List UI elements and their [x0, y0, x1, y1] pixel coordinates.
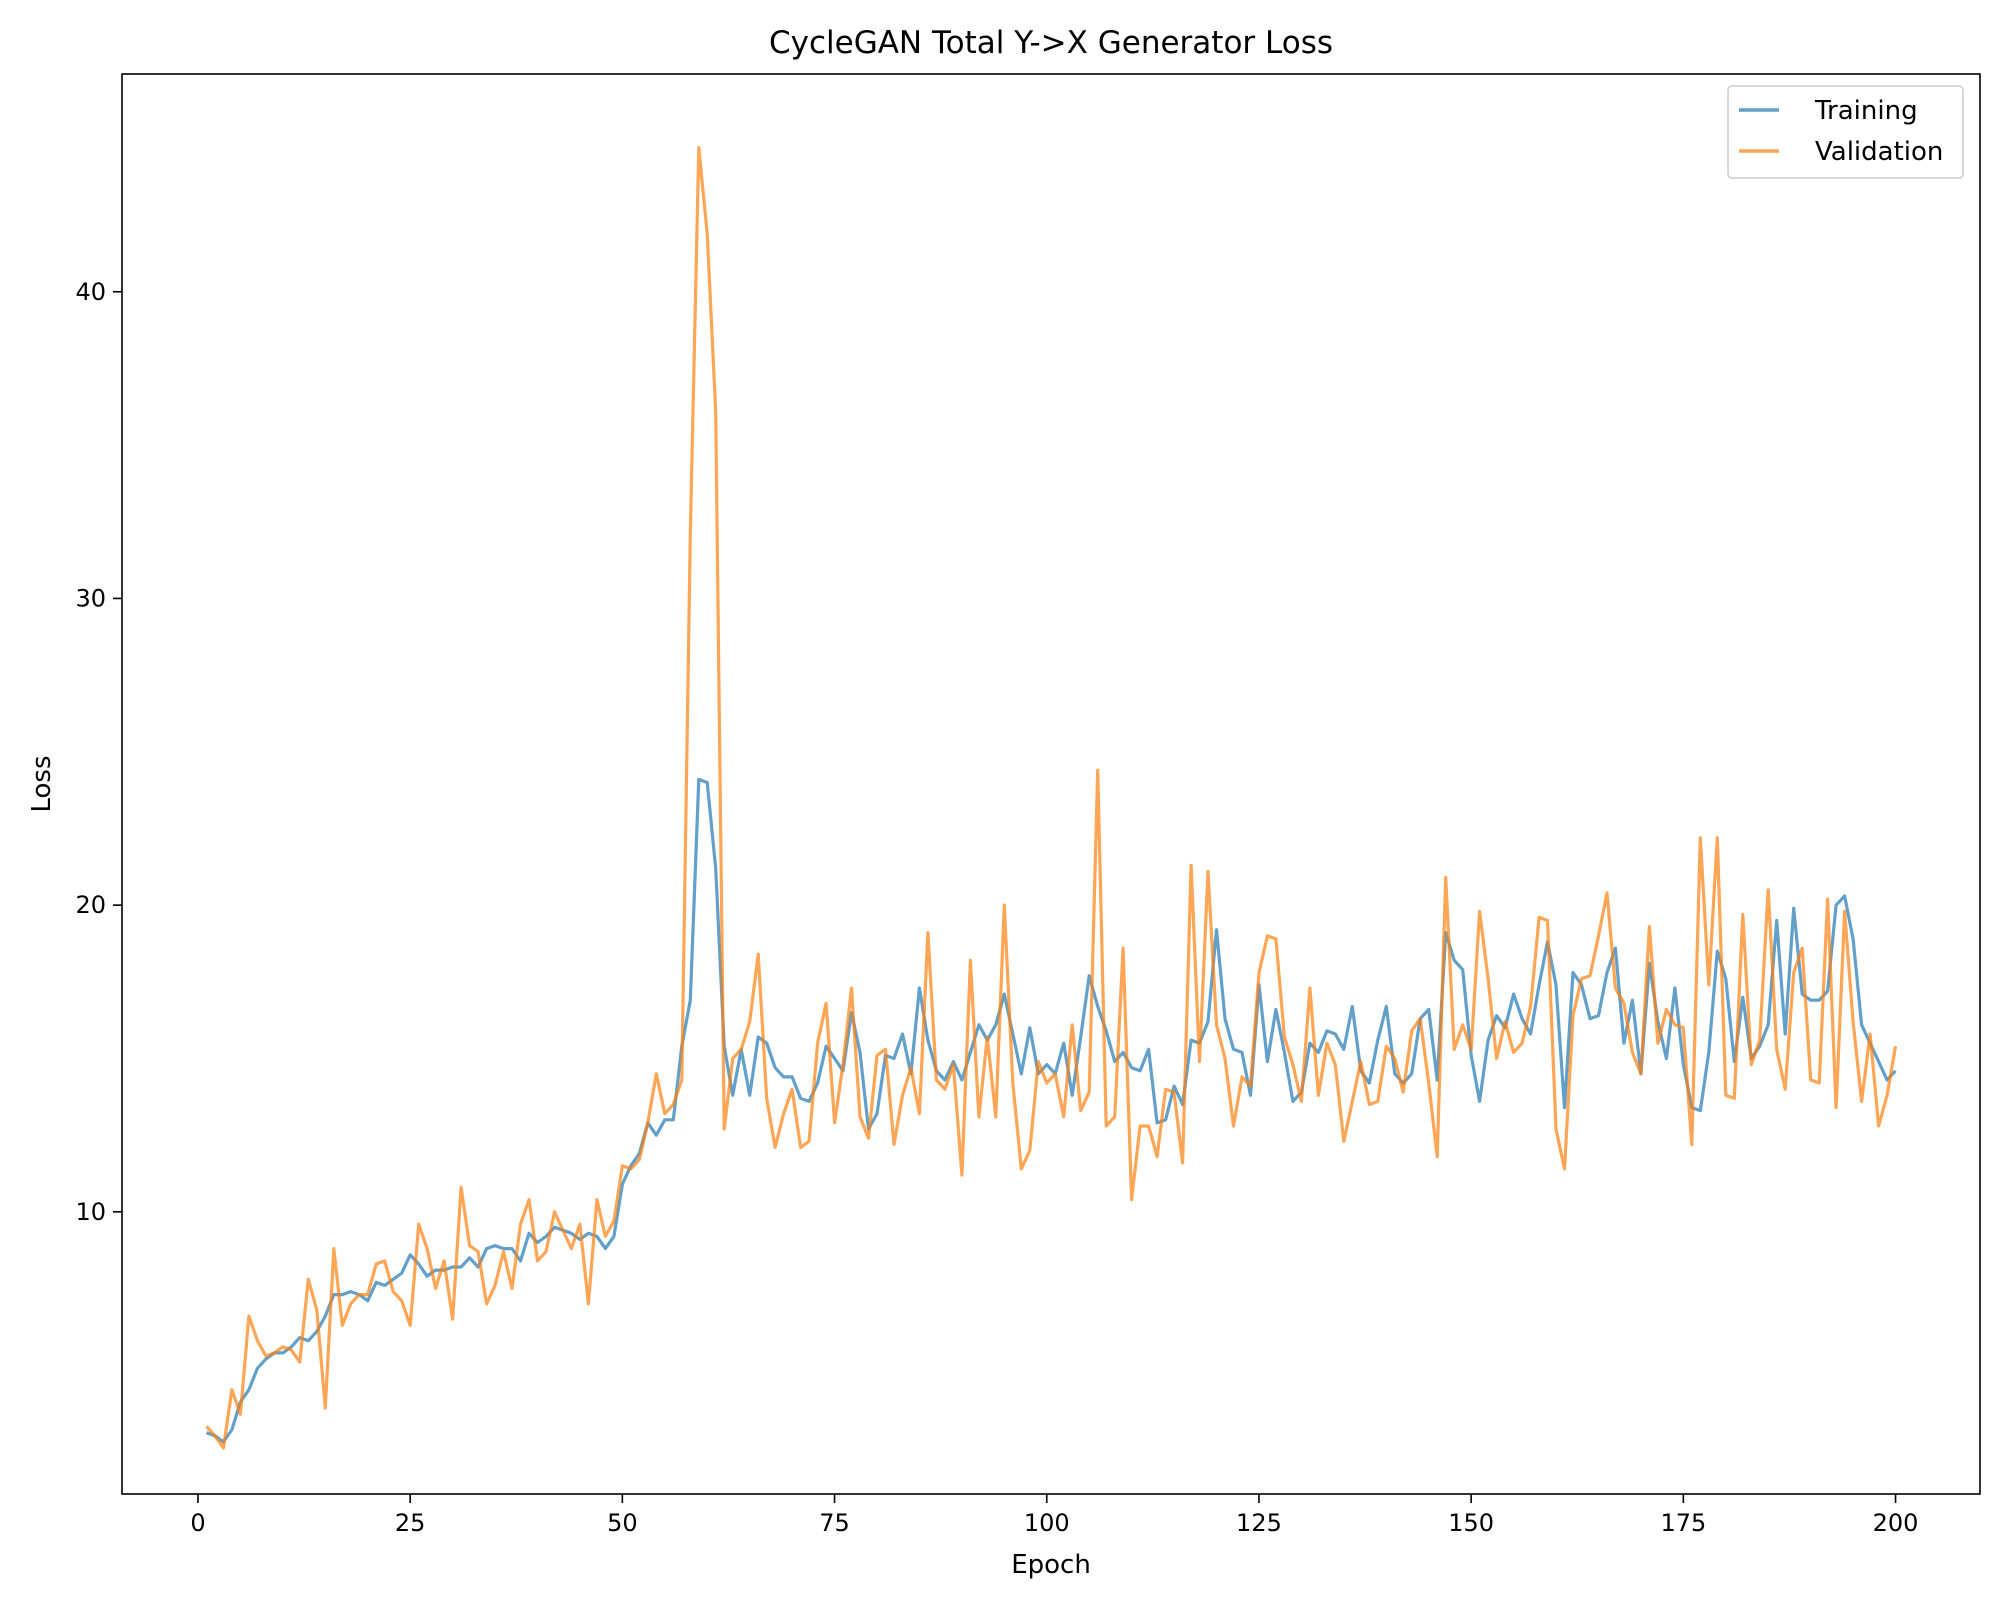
x-tick-label: 125	[1236, 1509, 1282, 1537]
y-tick-label: 30	[75, 584, 106, 612]
x-tick-label: 150	[1448, 1509, 1494, 1537]
y-axis-label: Loss	[27, 755, 57, 812]
x-tick-label: 200	[1873, 1509, 1919, 1537]
x-tick-label: 50	[607, 1509, 638, 1537]
x-tick-label: 25	[395, 1509, 426, 1537]
y-tick-label: 20	[75, 891, 106, 919]
x-axis-label: Epoch	[1011, 1550, 1091, 1580]
y-tick-label: 10	[75, 1198, 106, 1226]
legend-label-validation: Validation	[1815, 137, 1943, 167]
x-tick-label: 0	[190, 1509, 205, 1537]
y-tick-label: 40	[75, 278, 106, 306]
plot-background	[122, 74, 1980, 1494]
x-tick-label: 75	[819, 1509, 850, 1537]
series-line-training	[205, 777, 1897, 1444]
x-axis: 0 25 50 75 100 125 150 175 200	[190, 1494, 1918, 1537]
x-tick-label: 175	[1660, 1509, 1706, 1537]
legend-label-training: Training	[1814, 96, 1918, 126]
series-layer	[205, 146, 1898, 1450]
x-tick-label: 100	[1024, 1509, 1070, 1537]
chart-title: CycleGAN Total Y->X Generator Loss	[769, 25, 1333, 61]
legend: Training Validation	[1727, 85, 1964, 179]
plot-frame	[121, 73, 1981, 1495]
legend-box	[1727, 85, 1964, 179]
y-axis: 10 20 30 40	[75, 278, 122, 1226]
series-line-validation	[205, 146, 1898, 1450]
